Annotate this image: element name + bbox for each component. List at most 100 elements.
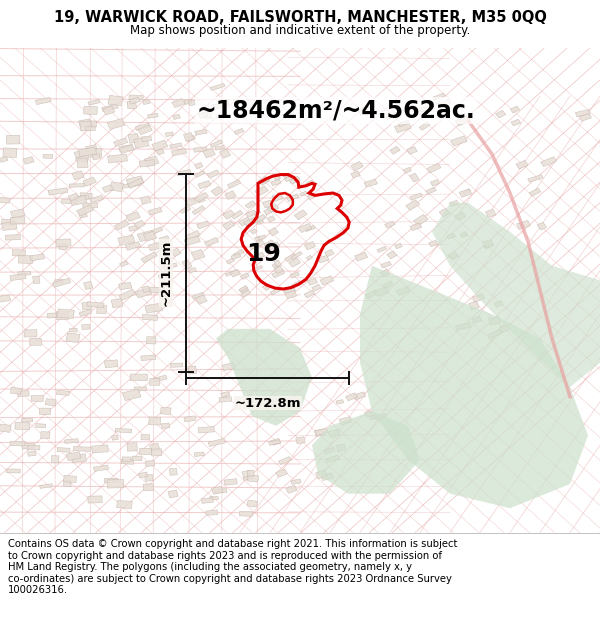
Polygon shape xyxy=(66,452,81,461)
Polygon shape xyxy=(274,266,284,274)
Polygon shape xyxy=(289,258,301,267)
Polygon shape xyxy=(88,496,102,503)
Polygon shape xyxy=(240,272,250,279)
Polygon shape xyxy=(390,146,400,154)
Polygon shape xyxy=(413,214,428,226)
Polygon shape xyxy=(314,429,325,437)
Polygon shape xyxy=(129,97,140,104)
Polygon shape xyxy=(203,148,215,158)
Polygon shape xyxy=(410,193,422,200)
Polygon shape xyxy=(370,415,379,419)
Polygon shape xyxy=(311,284,321,291)
Polygon shape xyxy=(127,101,136,109)
Polygon shape xyxy=(19,256,33,264)
Polygon shape xyxy=(380,261,391,268)
Polygon shape xyxy=(398,120,410,127)
Polygon shape xyxy=(83,177,97,186)
Polygon shape xyxy=(201,498,214,503)
Polygon shape xyxy=(56,239,71,246)
Polygon shape xyxy=(128,225,139,231)
Polygon shape xyxy=(10,388,22,394)
Polygon shape xyxy=(68,193,79,201)
Polygon shape xyxy=(172,98,185,107)
Polygon shape xyxy=(233,249,244,258)
Polygon shape xyxy=(219,99,229,106)
Polygon shape xyxy=(380,269,390,277)
Text: ~172.8m: ~172.8m xyxy=(235,397,301,410)
Polygon shape xyxy=(239,511,253,516)
Polygon shape xyxy=(256,214,266,222)
Polygon shape xyxy=(212,104,222,109)
Polygon shape xyxy=(151,449,162,456)
Polygon shape xyxy=(80,121,91,131)
Polygon shape xyxy=(485,209,496,217)
Polygon shape xyxy=(496,111,506,118)
Polygon shape xyxy=(198,112,208,118)
Polygon shape xyxy=(194,452,204,456)
Polygon shape xyxy=(516,161,528,169)
Polygon shape xyxy=(351,171,361,178)
Polygon shape xyxy=(449,201,458,207)
Polygon shape xyxy=(267,216,275,222)
Polygon shape xyxy=(173,114,181,119)
Polygon shape xyxy=(271,438,281,445)
Polygon shape xyxy=(88,149,101,157)
Polygon shape xyxy=(307,278,317,285)
Polygon shape xyxy=(203,112,212,119)
Polygon shape xyxy=(257,235,266,240)
Polygon shape xyxy=(197,197,205,203)
Polygon shape xyxy=(221,391,230,398)
Polygon shape xyxy=(258,177,269,185)
Polygon shape xyxy=(185,135,196,142)
Polygon shape xyxy=(94,465,109,471)
Polygon shape xyxy=(211,187,223,196)
Polygon shape xyxy=(353,392,366,399)
Polygon shape xyxy=(119,289,136,301)
Polygon shape xyxy=(287,194,299,201)
Polygon shape xyxy=(69,184,85,188)
Polygon shape xyxy=(220,149,230,158)
Polygon shape xyxy=(102,184,113,192)
Polygon shape xyxy=(30,254,44,261)
Polygon shape xyxy=(86,144,97,152)
Polygon shape xyxy=(439,209,449,217)
Polygon shape xyxy=(119,282,132,290)
Polygon shape xyxy=(232,269,239,276)
Polygon shape xyxy=(198,426,214,433)
Polygon shape xyxy=(143,99,150,104)
Polygon shape xyxy=(488,316,501,325)
Polygon shape xyxy=(455,212,466,221)
Polygon shape xyxy=(248,216,260,224)
Polygon shape xyxy=(255,186,268,196)
Polygon shape xyxy=(0,424,11,432)
Polygon shape xyxy=(374,413,386,420)
Polygon shape xyxy=(263,207,275,215)
Polygon shape xyxy=(10,209,25,218)
Polygon shape xyxy=(0,198,10,203)
Polygon shape xyxy=(499,324,509,332)
Polygon shape xyxy=(455,116,471,126)
Polygon shape xyxy=(158,273,168,279)
Polygon shape xyxy=(275,469,287,478)
Polygon shape xyxy=(176,169,191,176)
Polygon shape xyxy=(56,311,69,320)
Polygon shape xyxy=(151,227,163,234)
Polygon shape xyxy=(430,179,440,186)
Text: 19, WARWICK ROAD, FAILSWORTH, MANCHESTER, M35 0QQ: 19, WARWICK ROAD, FAILSWORTH, MANCHESTER… xyxy=(53,9,547,24)
Polygon shape xyxy=(283,173,291,179)
Polygon shape xyxy=(339,417,352,425)
Polygon shape xyxy=(66,333,80,342)
Polygon shape xyxy=(77,204,94,216)
Polygon shape xyxy=(192,292,204,299)
Polygon shape xyxy=(146,337,156,344)
Polygon shape xyxy=(245,201,256,208)
Polygon shape xyxy=(321,473,334,481)
Polygon shape xyxy=(61,199,77,204)
Polygon shape xyxy=(148,113,158,118)
Polygon shape xyxy=(243,476,254,481)
Polygon shape xyxy=(267,204,278,212)
Polygon shape xyxy=(541,157,556,167)
Polygon shape xyxy=(142,314,158,321)
Polygon shape xyxy=(104,478,118,482)
Polygon shape xyxy=(7,136,20,144)
